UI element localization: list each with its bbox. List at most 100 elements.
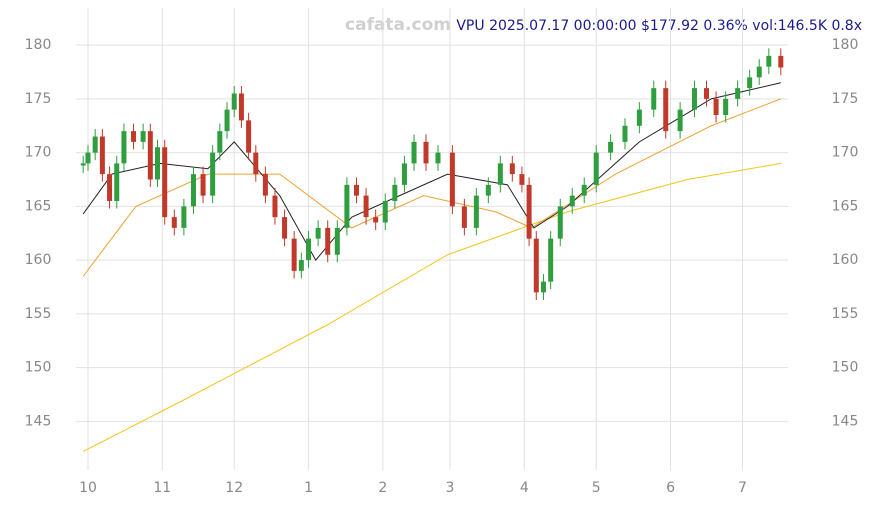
y-tick-label: 165 — [25, 198, 52, 214]
candle-body — [107, 174, 113, 201]
candle-body — [246, 120, 252, 153]
candle-body — [344, 184, 350, 228]
candle-body — [401, 163, 407, 185]
moving-average — [82, 162, 781, 452]
y-tick-label-right: 150 — [832, 360, 859, 376]
candle-body — [509, 163, 515, 175]
x-tick-label: 1 — [304, 480, 313, 496]
candle-body — [392, 184, 398, 201]
candle-body — [756, 66, 762, 78]
x-tick-label: 7 — [738, 480, 747, 496]
candle-body — [85, 152, 91, 164]
candle-body — [581, 184, 587, 196]
chart-title: VPU 2025.07.17 00:00:00 $177.92 0.36% vo… — [456, 18, 862, 34]
candle-body — [557, 206, 563, 239]
y-tick-label-right: 160 — [832, 252, 859, 268]
candle-body — [353, 184, 359, 196]
candle-body — [315, 227, 321, 239]
candle-body — [99, 136, 105, 175]
candle-body — [181, 206, 187, 228]
candle-body — [200, 174, 206, 196]
candle-body — [778, 55, 784, 68]
candle-body — [723, 98, 729, 115]
candle-body — [210, 152, 216, 196]
candle-body — [334, 227, 340, 255]
candle-body — [190, 174, 196, 207]
candle-body — [231, 93, 237, 110]
candle-body — [435, 152, 441, 164]
x-tick-label: 4 — [520, 480, 529, 496]
candle-body — [282, 217, 288, 239]
candle-body — [651, 88, 657, 110]
candle-body — [272, 195, 278, 218]
x-tick-label: 6 — [666, 480, 675, 496]
moving-average — [82, 82, 781, 262]
candle-body — [155, 147, 161, 180]
candle-body — [162, 147, 168, 218]
x-tick-label: 10 — [79, 480, 97, 496]
candle-body — [373, 217, 379, 223]
candle-body — [622, 125, 628, 142]
watermark: cafata.com — [345, 15, 451, 35]
x-tick-label: 11 — [153, 480, 171, 496]
candle-body — [519, 174, 525, 185]
candle-body — [461, 206, 467, 228]
y-tick-label-right: 175 — [832, 91, 859, 107]
y-tick-label: 145 — [25, 413, 52, 429]
y-tick-label: 170 — [25, 145, 52, 161]
candle-body — [131, 131, 137, 142]
candle-body — [298, 260, 304, 271]
candle-body — [473, 195, 479, 228]
candle-body — [217, 131, 223, 153]
candle-body — [382, 201, 388, 223]
candle-body — [608, 141, 614, 153]
candle-body — [533, 238, 539, 293]
candle-body — [114, 163, 120, 201]
candle-body — [497, 163, 503, 185]
candle-body — [262, 174, 268, 196]
candle-body — [325, 227, 331, 255]
candle-body — [147, 131, 153, 180]
candle-body — [171, 217, 177, 228]
x-tick-label: 12 — [225, 480, 243, 496]
y-tick-label: 150 — [25, 360, 52, 376]
candle-body — [306, 238, 312, 261]
candle-body — [713, 98, 719, 115]
candle-body — [485, 184, 491, 196]
y-tick-label-right: 165 — [832, 198, 859, 214]
y-tick-label-right: 145 — [832, 413, 859, 429]
x-tick-label: 2 — [378, 480, 387, 496]
candle-body — [766, 55, 772, 67]
candle-body — [593, 152, 599, 185]
y-tick-label-right: 155 — [832, 306, 859, 322]
y-tick-label: 160 — [25, 252, 52, 268]
candle-body — [747, 77, 753, 89]
candle-body — [569, 195, 575, 207]
candle-body — [526, 184, 532, 239]
candle-body — [423, 141, 429, 164]
candle-body — [238, 93, 244, 121]
candle-body — [140, 131, 146, 142]
x-tick-label: 3 — [446, 480, 455, 496]
candle-body — [636, 109, 642, 126]
candle-body — [253, 152, 259, 175]
y-tick-label: 175 — [25, 91, 52, 107]
candle-body — [80, 163, 86, 166]
candle-body — [703, 88, 709, 99]
candle-body — [735, 88, 741, 99]
y-tick-label: 180 — [25, 37, 52, 53]
moving-average — [82, 98, 781, 277]
candle-body — [92, 136, 98, 153]
y-tick-label-right: 170 — [832, 145, 859, 161]
candle-body — [540, 281, 546, 293]
candle-body — [363, 195, 369, 218]
candle-body — [449, 152, 455, 207]
candle-body — [411, 141, 417, 164]
x-tick-label: 5 — [592, 480, 601, 496]
candle-body — [692, 88, 698, 110]
candle-body — [663, 88, 669, 132]
y-tick-label-right: 180 — [832, 37, 859, 53]
candle-body — [121, 131, 127, 164]
candle-body — [677, 109, 683, 132]
